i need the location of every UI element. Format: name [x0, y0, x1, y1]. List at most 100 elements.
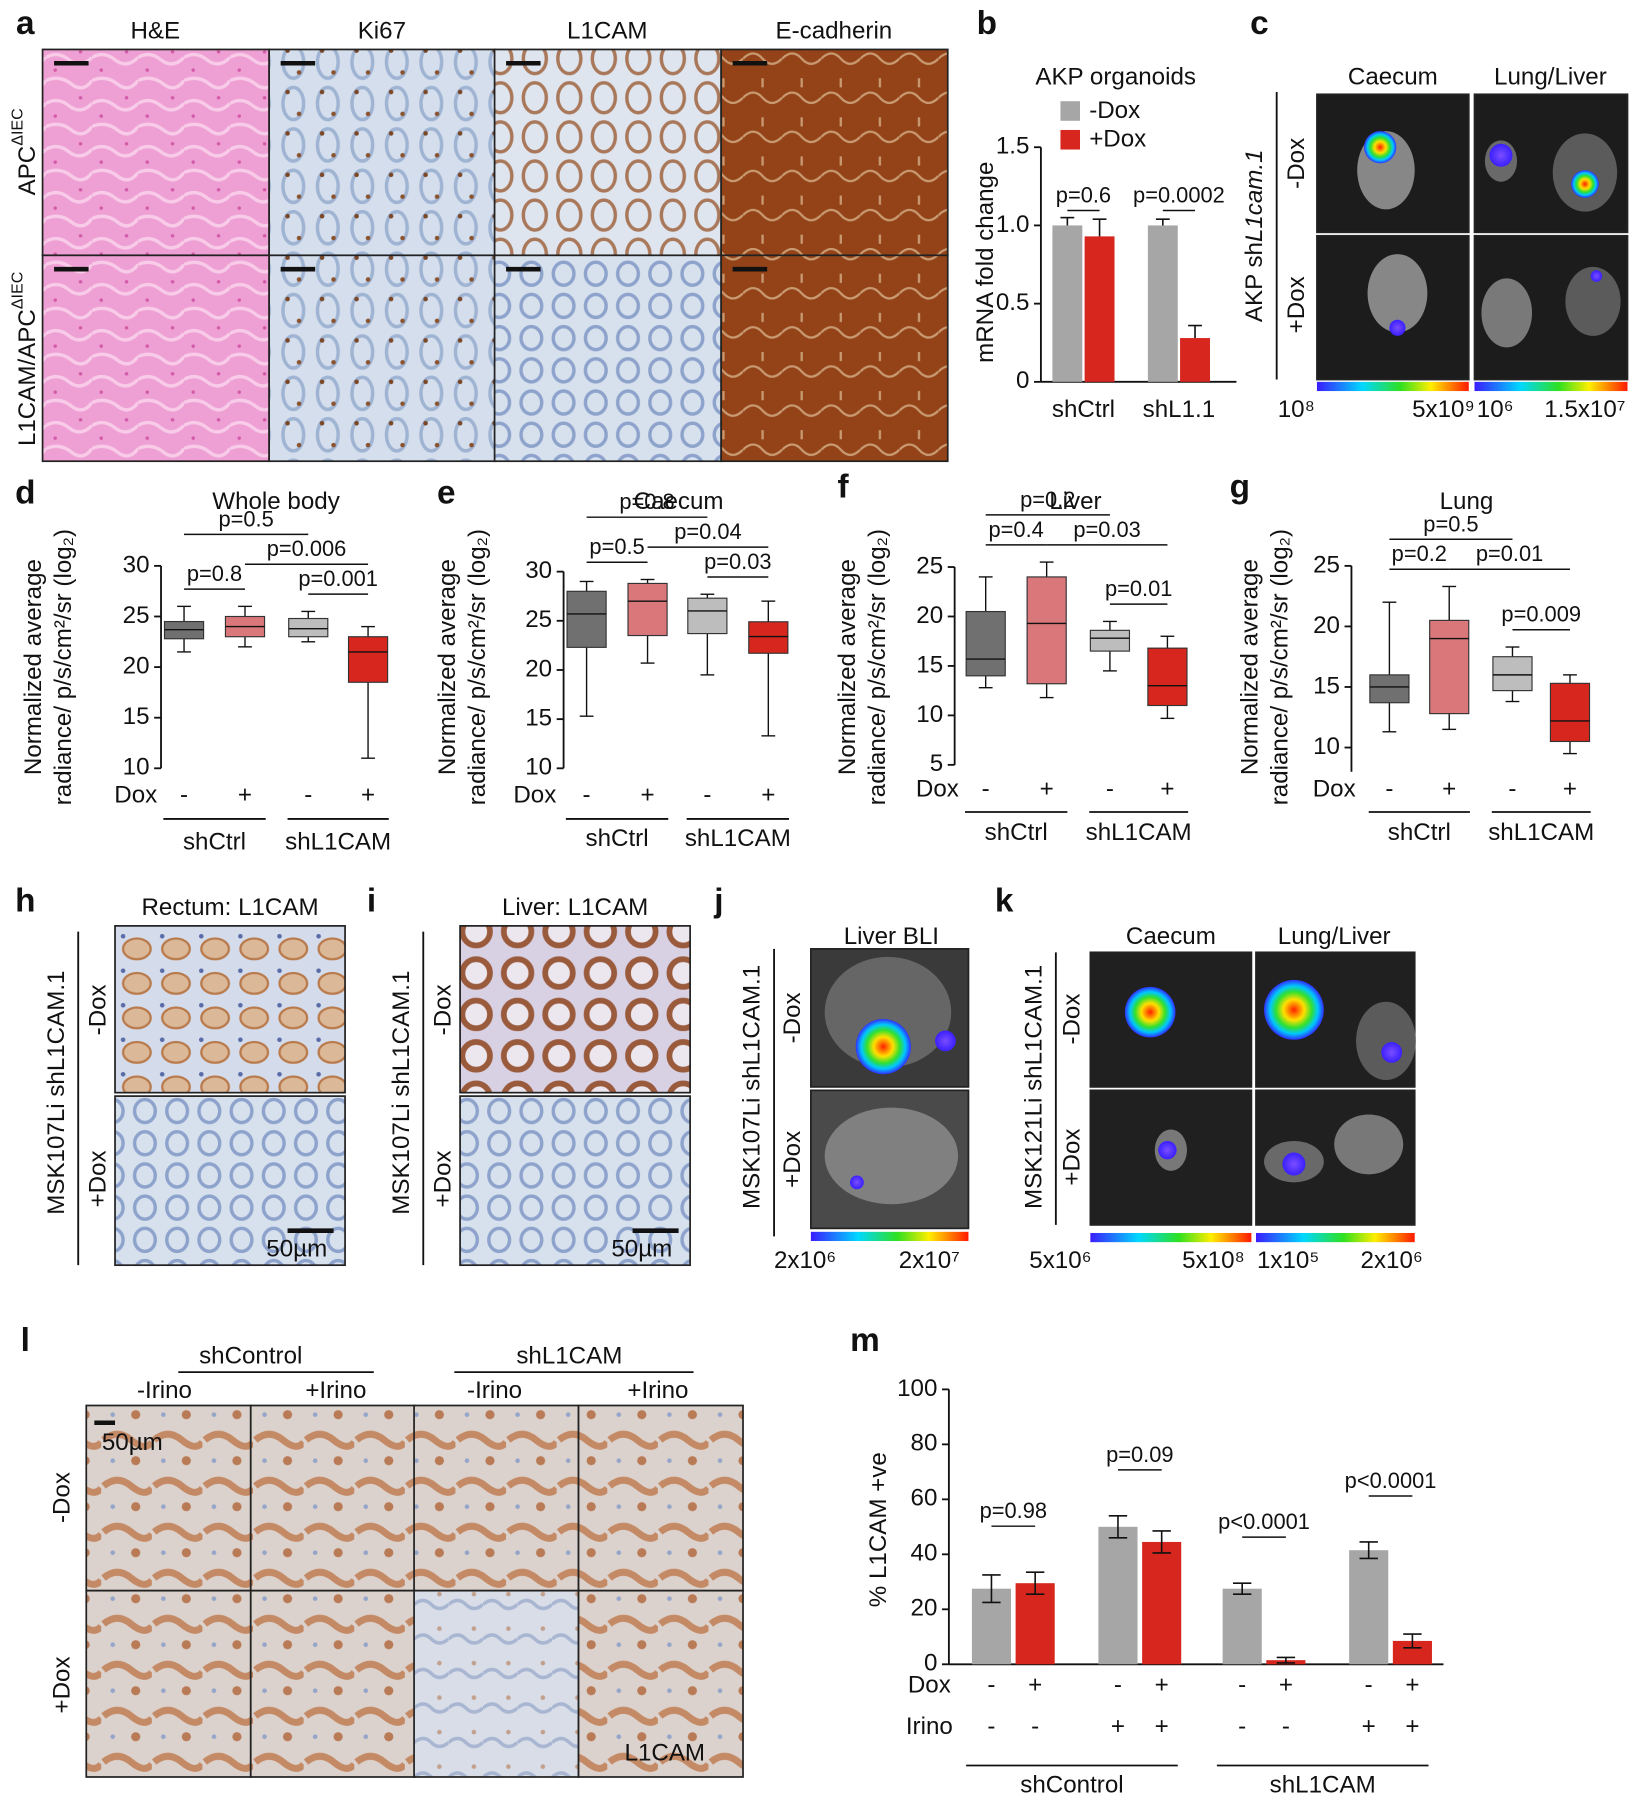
- column-header: E-cadherin: [776, 18, 893, 45]
- chart-title: Caecum: [634, 488, 724, 515]
- panel-label: c: [1250, 5, 1269, 42]
- p-value: p=0.09: [1106, 1442, 1173, 1467]
- column-header: L1CAM: [567, 18, 648, 45]
- x-tick-label: shL1.1: [1143, 396, 1215, 423]
- row-label: +Dox: [429, 1150, 456, 1207]
- x-tick-label: +: [1111, 1713, 1125, 1740]
- p-value: p=0.6: [1056, 182, 1111, 207]
- micrograph: [413, 1404, 580, 1592]
- scale-label: 5x10⁹: [1412, 396, 1475, 423]
- x-tick-label: +: [1160, 776, 1174, 803]
- bar: [1180, 338, 1210, 382]
- row-label: -Dox: [429, 984, 456, 1035]
- group-label: shCtrl: [985, 819, 1048, 846]
- color-bar: [1474, 381, 1628, 392]
- micrograph: [493, 254, 723, 463]
- row-label: L1CAM/APCΔIEC: [9, 271, 41, 446]
- y-axis-label: Normalized average: [434, 559, 461, 775]
- x-tick-label: +: [1405, 1672, 1419, 1699]
- x-tick-label: +: [1279, 1672, 1293, 1699]
- x-tick-label: +: [1040, 776, 1054, 803]
- chart-title: Lung: [1440, 488, 1494, 515]
- y-tick-label: 1.5: [996, 133, 1030, 160]
- column-header: Caecum: [1126, 923, 1216, 950]
- row-label: -Dox: [1283, 138, 1310, 189]
- bli-signal: [855, 1019, 911, 1075]
- p-value: p=0.001: [298, 566, 378, 591]
- bar: [1052, 225, 1083, 382]
- x-tick-label: +: [1028, 1672, 1042, 1699]
- row-label-sup: ΔIEC: [9, 108, 27, 146]
- y-tick-label: 10: [525, 754, 552, 781]
- bli-organ: [824, 1107, 959, 1205]
- x-tick-label: -: [982, 776, 990, 803]
- box: [1147, 647, 1188, 707]
- legend-label: +Dox: [1089, 126, 1146, 153]
- bli-signal: [1364, 131, 1397, 164]
- x-tick-label: -: [703, 781, 711, 808]
- y-tick-label: 10: [123, 754, 150, 781]
- legend-swatch: [1060, 129, 1081, 150]
- color-bar: [1255, 1232, 1415, 1243]
- y-tick-label: 0: [1016, 367, 1029, 394]
- bli-signal: [1389, 319, 1406, 336]
- x-tick-label: +: [361, 781, 375, 808]
- scale-label: 10⁸: [1278, 396, 1315, 423]
- row-label-main: APC: [14, 146, 41, 196]
- micrograph: [249, 1589, 417, 1778]
- row-label: Irino: [906, 1713, 953, 1740]
- row-label: APCΔIEC: [9, 108, 41, 196]
- panel-label: i: [367, 883, 376, 920]
- side-label: MSK107Li shL1CAM.1: [739, 965, 766, 1209]
- bar: [1084, 236, 1115, 382]
- group-label: shL1CAM: [685, 825, 791, 852]
- box: [1429, 619, 1470, 715]
- bli-signal: [1489, 143, 1513, 167]
- micrograph: [577, 1589, 744, 1778]
- column-header: +Irino: [305, 1377, 366, 1404]
- group-label: shControl: [199, 1343, 302, 1370]
- column-header: Caecum: [1348, 64, 1438, 91]
- x-tick-label: -: [1106, 776, 1114, 803]
- chart-title: Liver: [1049, 488, 1101, 515]
- column-header: -Irino: [467, 1377, 522, 1404]
- y-tick-label: 20: [916, 602, 943, 629]
- y-tick-label: 30: [123, 551, 150, 578]
- bli-signal: [1282, 1152, 1306, 1176]
- panel-label: h: [15, 883, 35, 920]
- x-tick-label: -: [1365, 1672, 1373, 1699]
- group-label: shL1CAM: [516, 1343, 622, 1370]
- box: [1026, 576, 1067, 685]
- micrograph: [85, 1404, 252, 1592]
- p-value: p=0.8: [619, 489, 674, 514]
- micrograph: [720, 48, 949, 257]
- x-tick-label: +: [1442, 776, 1456, 803]
- y-tick-label: 25: [1313, 551, 1340, 578]
- scale-label: 1x10⁵: [1257, 1247, 1319, 1274]
- scale-label: 1.5x10⁷: [1544, 396, 1625, 423]
- color-bar: [1316, 381, 1469, 392]
- scale-label: 5x10⁸: [1182, 1247, 1245, 1274]
- micrograph: [114, 1095, 346, 1267]
- p-value: p=0.5: [589, 534, 644, 559]
- box: [627, 582, 668, 637]
- y-axis-label: mRNA fold change: [972, 162, 999, 363]
- bli-organ: [1367, 254, 1428, 333]
- y-axis-label: Normalized average: [20, 559, 47, 775]
- box: [288, 617, 329, 638]
- y-axis-label: Normalized average: [1237, 559, 1264, 775]
- bli-signal: [935, 1030, 956, 1052]
- x-tick-label: +: [1563, 776, 1577, 803]
- y-tick-label: 5: [930, 750, 943, 777]
- micrograph: [268, 254, 497, 463]
- y-tick-label: 25: [916, 552, 943, 579]
- legend-label: -Dox: [1089, 97, 1140, 124]
- side-label: MSK107Li shL1CAM.1: [43, 971, 70, 1215]
- panel-label: f: [838, 469, 850, 506]
- column-header: -Irino: [137, 1377, 192, 1404]
- row-label: +Dox: [779, 1131, 806, 1188]
- bar: [1142, 1541, 1182, 1665]
- box: [965, 610, 1006, 677]
- x-tick-label: +: [238, 781, 252, 808]
- group-label: shL1CAM: [1488, 819, 1594, 846]
